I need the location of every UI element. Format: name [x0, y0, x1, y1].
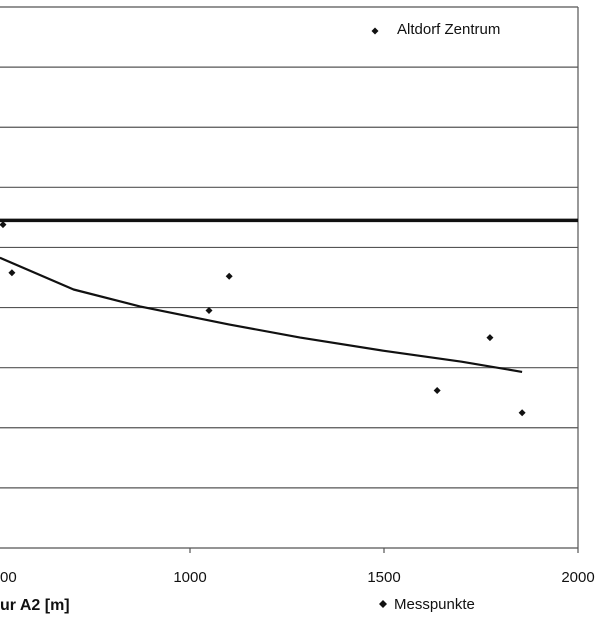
x-tick-label: 2000 [561, 569, 594, 586]
data-point [8, 269, 16, 277]
legend-marker [379, 600, 387, 608]
data-point [433, 387, 441, 395]
data-point [486, 334, 494, 342]
x-tick-label: 1000 [173, 569, 206, 586]
data-point [205, 307, 213, 315]
data-point [0, 221, 7, 229]
legend-label: Messpunkte [394, 596, 475, 613]
trend-line [0, 256, 523, 373]
legend-top-label: Altdorf Zentrum [397, 21, 500, 38]
x-tick-label: 00 [0, 569, 17, 586]
x-tick-label: 1500 [367, 569, 400, 586]
data-point [225, 272, 233, 280]
x-axis-label: ur A2 [m] [0, 597, 70, 614]
legend-top-marker [371, 27, 379, 35]
data-point [518, 409, 526, 417]
